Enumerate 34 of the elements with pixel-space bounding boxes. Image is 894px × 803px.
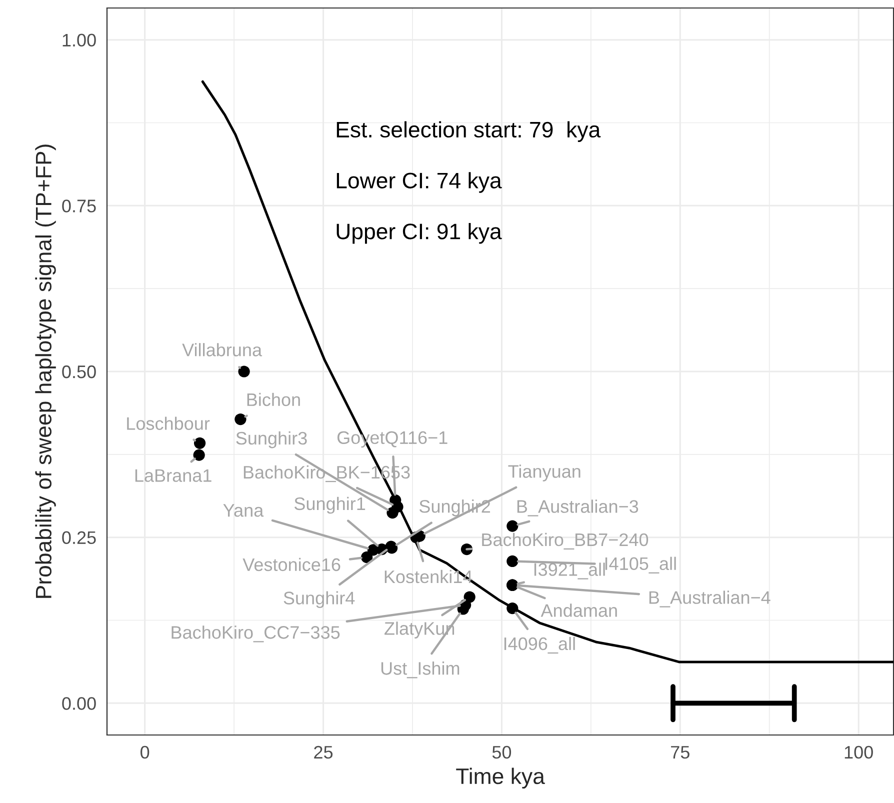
x-tick-label: 75	[671, 746, 690, 759]
y-tick-label: 0.75	[62, 200, 96, 212]
annotation: B_Australian−4	[649, 590, 770, 608]
annotation: I4096_all	[504, 636, 575, 654]
annotation: Andaman	[540, 604, 617, 617]
y-tick-label: 1.00	[62, 34, 96, 47]
y-tick-label: 0.50	[62, 365, 96, 378]
annotation: Tianyuan	[508, 464, 580, 482]
annotation: Est. selection start: 79 kya	[336, 121, 601, 142]
annotation: Sunghir3	[236, 431, 307, 448]
y-tick-label: 0.00	[62, 697, 96, 710]
y-tick-label: 0.25	[62, 531, 96, 544]
annotation: Vestonice16	[242, 558, 340, 572]
annotation: LaBrana1	[135, 469, 212, 482]
annotation: Bichon	[247, 392, 300, 406]
annotation: Sunghir1	[294, 496, 366, 514]
x-tick-label: 100	[844, 746, 873, 759]
x-tick-label: 50	[492, 746, 512, 759]
annotation: Yana	[223, 504, 264, 517]
annotation: BachoKiro_CC7−335	[172, 626, 340, 642]
x-tick-label: 25	[314, 746, 333, 759]
annotation: Lower CI: 74 kya	[336, 172, 502, 193]
annotation: Villabruna	[182, 343, 262, 356]
annotation: BachoKiro_BB7−240	[482, 532, 648, 550]
annotation: I4105_all	[605, 556, 676, 574]
x-axis-title: Time kya	[456, 768, 545, 789]
annotation: B_Australian−3	[517, 500, 638, 516]
annotation: Loschbour	[127, 416, 210, 430]
annotation: Ust_Ishim	[381, 662, 460, 678]
annotation: Upper CI: 91 kya	[336, 223, 502, 244]
y-axis-title: Probability of sweep haplotype signal (TP+FP)	[35, 144, 56, 598]
annotation: Sunghir4	[284, 591, 355, 608]
x-tick-label: 0	[140, 746, 150, 759]
annotation: I3921_all	[534, 562, 605, 580]
